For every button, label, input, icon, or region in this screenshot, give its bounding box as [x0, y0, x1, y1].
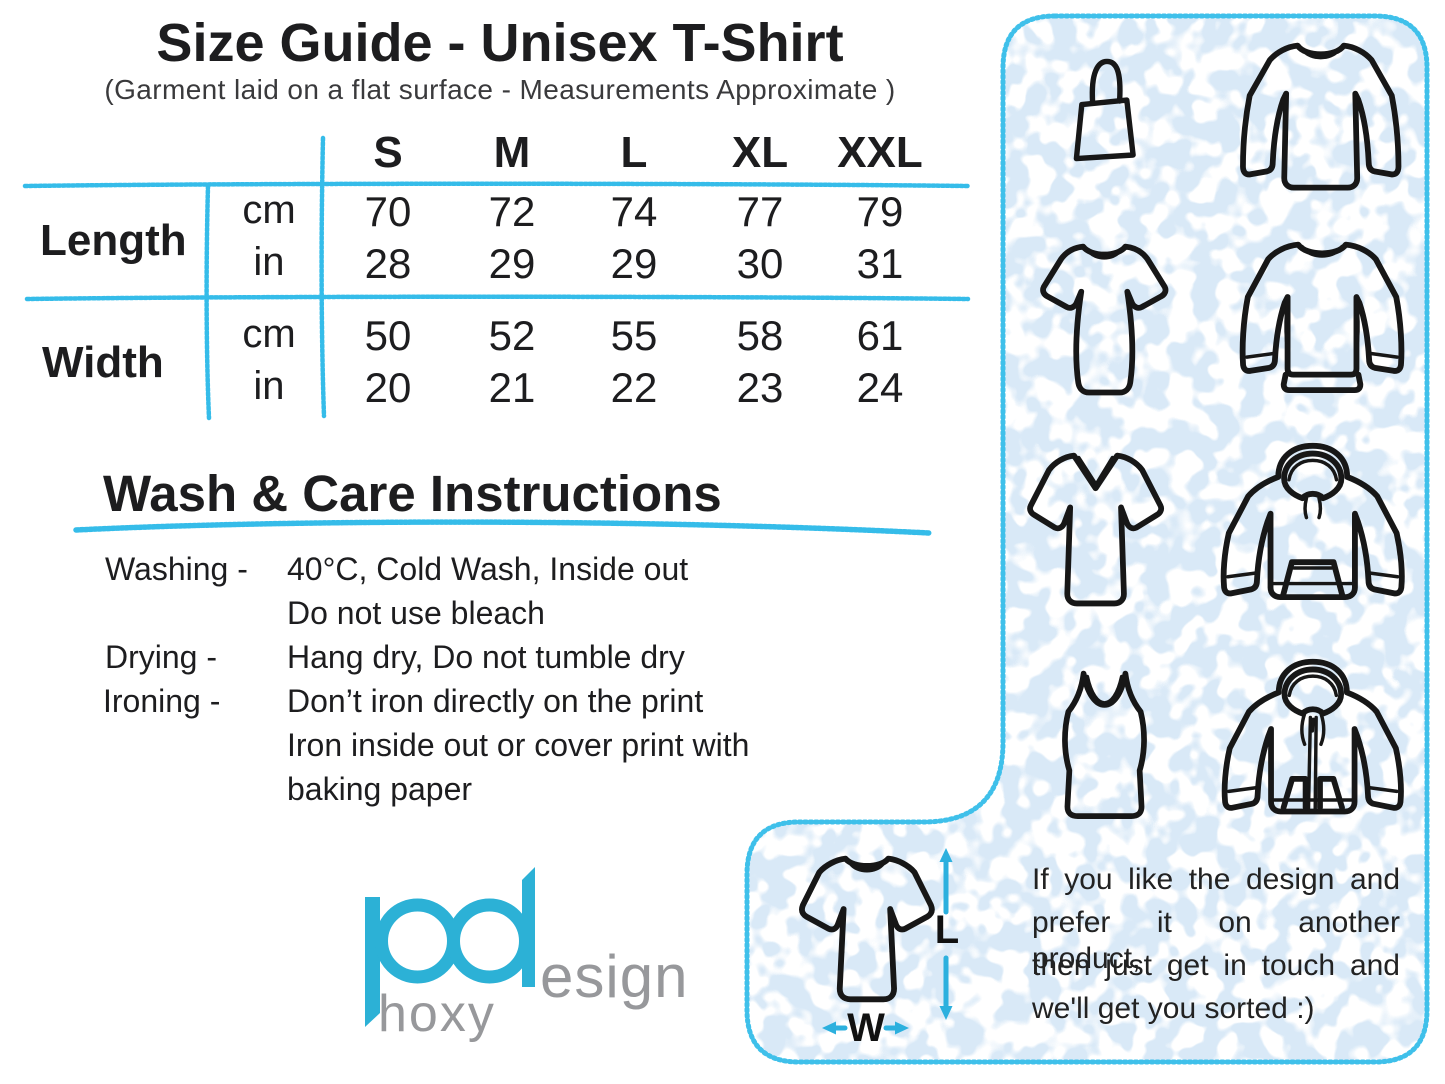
measurement-value: 30: [736, 240, 784, 287]
measurement-value: 29: [488, 240, 536, 287]
logo-text-hoxy: hoxy: [378, 985, 496, 1043]
unit-label-cm: cm: [242, 188, 296, 232]
care-heading: Wash & Care Instructions: [103, 465, 722, 522]
care-label-washing: Washing -: [105, 551, 248, 587]
logo-text-design: esign: [540, 943, 689, 1010]
measurement-value: 52: [488, 312, 536, 359]
col-header-xxl: XXL: [837, 128, 923, 177]
width-arrow: [822, 1021, 909, 1035]
care-text: 40°C, Cold Wash, Inside out: [287, 551, 689, 587]
measurement-value: 28: [364, 240, 412, 287]
measurement-value: 24: [856, 364, 904, 411]
unit-label-in: in: [253, 364, 285, 408]
measurement-value: 50: [364, 312, 412, 359]
care-text: Do not use bleach: [287, 595, 545, 631]
tank-top-icon: [1062, 670, 1147, 819]
care-heading-underline: [73, 519, 932, 536]
care-label-ironing: Ironing -: [103, 683, 221, 719]
long-sleeve-tee-icon: [1240, 42, 1402, 191]
measurement-value: 61: [856, 312, 904, 359]
measurement-value: 74: [610, 188, 658, 235]
note-text-line: we'll get you sorted :): [1032, 992, 1315, 1025]
width-label: W: [847, 1006, 885, 1050]
row-label-length: Length: [40, 216, 187, 265]
page-subtitle: (Garment laid on a flat surface - Measur…: [104, 74, 896, 105]
length-label: L: [934, 908, 960, 952]
row-label-width: Width: [42, 338, 164, 387]
measure-tee-icon: [799, 855, 935, 1003]
measurement-value: 79: [856, 188, 904, 235]
care-text: Hang dry, Do not tumble dry: [287, 639, 685, 675]
care-text: Don’t iron directly on the print: [287, 683, 704, 719]
unit-label-cm: cm: [242, 312, 296, 356]
page-title: Size Guide - Unisex T-Shirt: [156, 13, 844, 73]
measurement-value: 58: [736, 312, 784, 359]
col-header-s: S: [373, 128, 403, 177]
length-arrow: [939, 848, 953, 1020]
measurement-value: 23: [736, 364, 784, 411]
care-text: Iron inside out or cover print with: [287, 727, 750, 763]
measurement-value: 70: [364, 188, 412, 235]
panel-border: [744, 13, 1430, 1065]
col-header-m: M: [493, 128, 531, 177]
pd-logo-mark-icon: [365, 867, 535, 1027]
size-table-lines: [22, 135, 971, 421]
measurement-value: 31: [856, 240, 904, 287]
measurement-value: 77: [736, 188, 784, 235]
care-text: baking paper: [287, 771, 473, 807]
note-text-line: prefer it on another product,: [1032, 906, 1400, 975]
note-text-line: then just get in touch and: [1032, 949, 1400, 982]
sweatshirt-icon: [1239, 241, 1405, 394]
measurement-value: 20: [364, 364, 412, 411]
pullover-hoodie-icon: [1220, 442, 1405, 601]
measurement-value: 72: [488, 188, 536, 235]
measurement-value: 55: [610, 312, 658, 359]
unit-label-in: in: [253, 240, 285, 284]
zip-hoodie-icon: [1221, 658, 1404, 815]
womens-fit-tee-icon: [1040, 243, 1169, 396]
measurement-value: 21: [488, 364, 536, 411]
care-label-drying: Drying -: [105, 639, 218, 675]
col-header-l: L: [620, 128, 648, 177]
measurement-value: 29: [610, 240, 658, 287]
tote-bag-icon: [1073, 58, 1136, 162]
v-neck-tee-icon: [1027, 452, 1165, 607]
col-header-xl: XL: [731, 128, 789, 177]
measurement-value: 22: [610, 364, 658, 411]
note-text-line: If you like the design and: [1032, 863, 1400, 896]
